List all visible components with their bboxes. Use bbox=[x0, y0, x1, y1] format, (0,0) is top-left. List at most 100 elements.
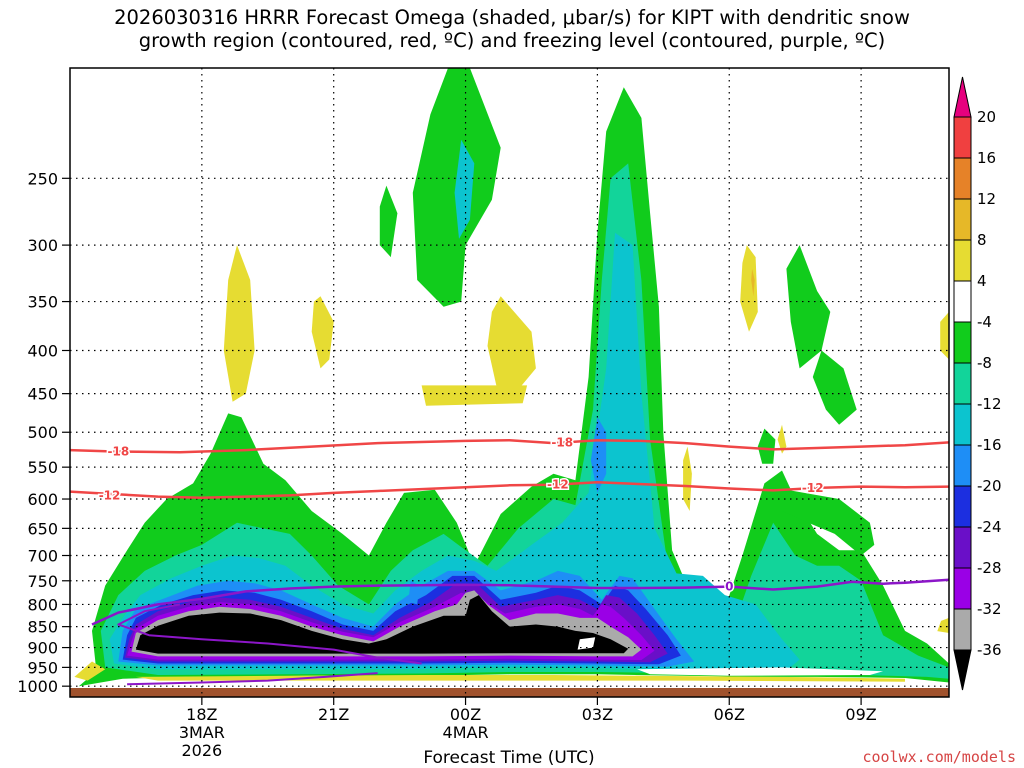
y-tick-label-650: 650 bbox=[27, 519, 58, 538]
x-tick-label-3MAR: 3MAR bbox=[179, 723, 225, 742]
y-tick-label-1000: 1000 bbox=[17, 677, 58, 696]
x-tick-label-09Z: 09Z bbox=[845, 705, 876, 724]
omega-region-8 bbox=[135, 595, 629, 654]
x-tick-label-2026: 2026 bbox=[181, 741, 222, 760]
colorbar-label--12: -12 bbox=[977, 395, 1002, 413]
colorbar: -36 -32 -28 -24 -20 -16 -12 -8 -4 4 8 12 16 20 bbox=[953, 76, 1002, 691]
y-tick-label-750: 750 bbox=[27, 572, 58, 591]
colorbar-arrow-low bbox=[953, 649, 972, 691]
dgz-contour-1 bbox=[70, 480, 949, 500]
dgz-contour-label: -18 bbox=[108, 445, 130, 459]
colorbar-bin bbox=[953, 403, 972, 446]
colorbar-label-16: 16 bbox=[977, 149, 996, 167]
colorbar-bin bbox=[953, 280, 972, 323]
chart-title-line-2: growth region (contoured, red, ºC) and f… bbox=[138, 29, 886, 52]
omega-region-21 bbox=[379, 185, 398, 258]
omega-region-16 bbox=[777, 424, 787, 454]
y-tick-label-800: 800 bbox=[27, 595, 58, 614]
x-tick-label-06Z: 06Z bbox=[714, 705, 745, 724]
contour-layer: -18 -18 -12 -12 -12 0 bbox=[70, 434, 949, 686]
colorbar-label-8: 8 bbox=[977, 231, 987, 249]
omega-region-14 bbox=[751, 268, 755, 297]
omega-region-23 bbox=[454, 139, 475, 239]
dgz-contour-label: -12 bbox=[802, 481, 824, 495]
dgz-contour-0 bbox=[70, 438, 949, 454]
omega-region-2 bbox=[109, 232, 800, 671]
ground-surface bbox=[70, 687, 949, 697]
omega-region-11 bbox=[421, 385, 528, 406]
freezing-contour-3 bbox=[117, 603, 422, 665]
x-tick-label-03Z: 03Z bbox=[582, 705, 613, 724]
colorbar-label-20: 20 bbox=[977, 108, 996, 126]
x-tick-label-4MAR: 4MAR bbox=[443, 723, 489, 742]
dgz-contour-label: -18 bbox=[551, 435, 573, 449]
colorbar-label--24: -24 bbox=[977, 518, 1002, 536]
colorbar-label--16: -16 bbox=[977, 436, 1002, 454]
colorbar-bin bbox=[953, 239, 972, 282]
omega-region-28 bbox=[590, 417, 607, 493]
y-tick-label-700: 700 bbox=[27, 547, 58, 566]
y-tick-label-450: 450 bbox=[27, 385, 58, 404]
omega-shading bbox=[74, 68, 949, 687]
colorbar-arrow-high bbox=[953, 76, 972, 118]
omega-region-13 bbox=[740, 245, 758, 332]
omega-region-10 bbox=[311, 296, 334, 369]
colorbar-bin bbox=[953, 567, 972, 610]
colorbar-label-4: 4 bbox=[977, 272, 987, 290]
omega-region-27 bbox=[768, 486, 875, 556]
omega-region-29 bbox=[408, 580, 420, 605]
omega-region-31 bbox=[900, 609, 945, 638]
chart-title: 2026030316 HRRR Forecast Omega (shaded, … bbox=[0, 6, 1024, 52]
omega-region-0 bbox=[78, 87, 949, 687]
omega-region-15 bbox=[683, 446, 692, 511]
colorbar-label--4: -4 bbox=[977, 313, 992, 331]
y-tick-label-500: 500 bbox=[27, 423, 58, 442]
colorbar-bin bbox=[953, 321, 972, 364]
colorbar-bin bbox=[953, 526, 972, 569]
x-tick-label-18Z: 18Z bbox=[186, 705, 217, 724]
omega-region-25 bbox=[812, 350, 857, 425]
chart-title-line-1: 2026030316 HRRR Forecast Omega (shaded, … bbox=[114, 6, 910, 29]
omega-region-12 bbox=[487, 296, 536, 390]
ground-layer bbox=[70, 687, 949, 697]
y-tick-label-900: 900 bbox=[27, 639, 58, 658]
omega-region-30 bbox=[577, 637, 596, 650]
omega-region-19 bbox=[74, 661, 106, 681]
site-credit[interactable]: coolwx.com/models bbox=[862, 748, 1016, 766]
colorbar-label--20: -20 bbox=[977, 477, 1002, 495]
colorbar-label--8: -8 bbox=[977, 354, 992, 372]
x-tick-label-21Z: 21Z bbox=[318, 705, 349, 724]
colorbar-bin bbox=[953, 198, 972, 241]
colorbar-label-12: 12 bbox=[977, 190, 996, 208]
y-axis: 250 300 350 400 450 500 550 600 650 700 750 800 850 9… bbox=[17, 169, 70, 696]
y-tick-label-400: 400 bbox=[27, 341, 58, 360]
colorbar-label--36: -36 bbox=[977, 641, 1002, 659]
plot-frame bbox=[69, 67, 950, 698]
colorbar-bin bbox=[953, 362, 972, 405]
omega-region-17 bbox=[940, 311, 949, 360]
freezing-contour-label: 0 bbox=[725, 580, 733, 594]
dgz-contour-label: -12 bbox=[99, 488, 121, 502]
y-tick-label-350: 350 bbox=[27, 293, 58, 312]
colorbar-bin bbox=[953, 116, 972, 159]
y-tick-label-950: 950 bbox=[27, 658, 58, 677]
omega-region-26 bbox=[757, 428, 776, 464]
freezing-contour-2 bbox=[91, 578, 949, 626]
y-tick-label-550: 550 bbox=[27, 458, 58, 477]
grid-lines bbox=[70, 68, 949, 697]
x-axis-title: Forecast Time (UTC) bbox=[423, 748, 594, 768]
colorbar-bin bbox=[953, 157, 972, 200]
colorbar-label--32: -32 bbox=[977, 600, 1002, 618]
colorbar-bin bbox=[953, 485, 972, 528]
y-tick-label-850: 850 bbox=[27, 618, 58, 637]
colorbar-bin bbox=[953, 608, 972, 651]
x-tick-label-00Z: 00Z bbox=[450, 705, 481, 724]
omega-region-9 bbox=[223, 245, 255, 402]
y-tick-label-250: 250 bbox=[27, 169, 58, 188]
omega-region-24 bbox=[786, 245, 831, 369]
y-tick-label-300: 300 bbox=[27, 236, 58, 255]
dgz-contour-label: -12 bbox=[547, 478, 569, 492]
omega-region-32 bbox=[637, 667, 884, 676]
